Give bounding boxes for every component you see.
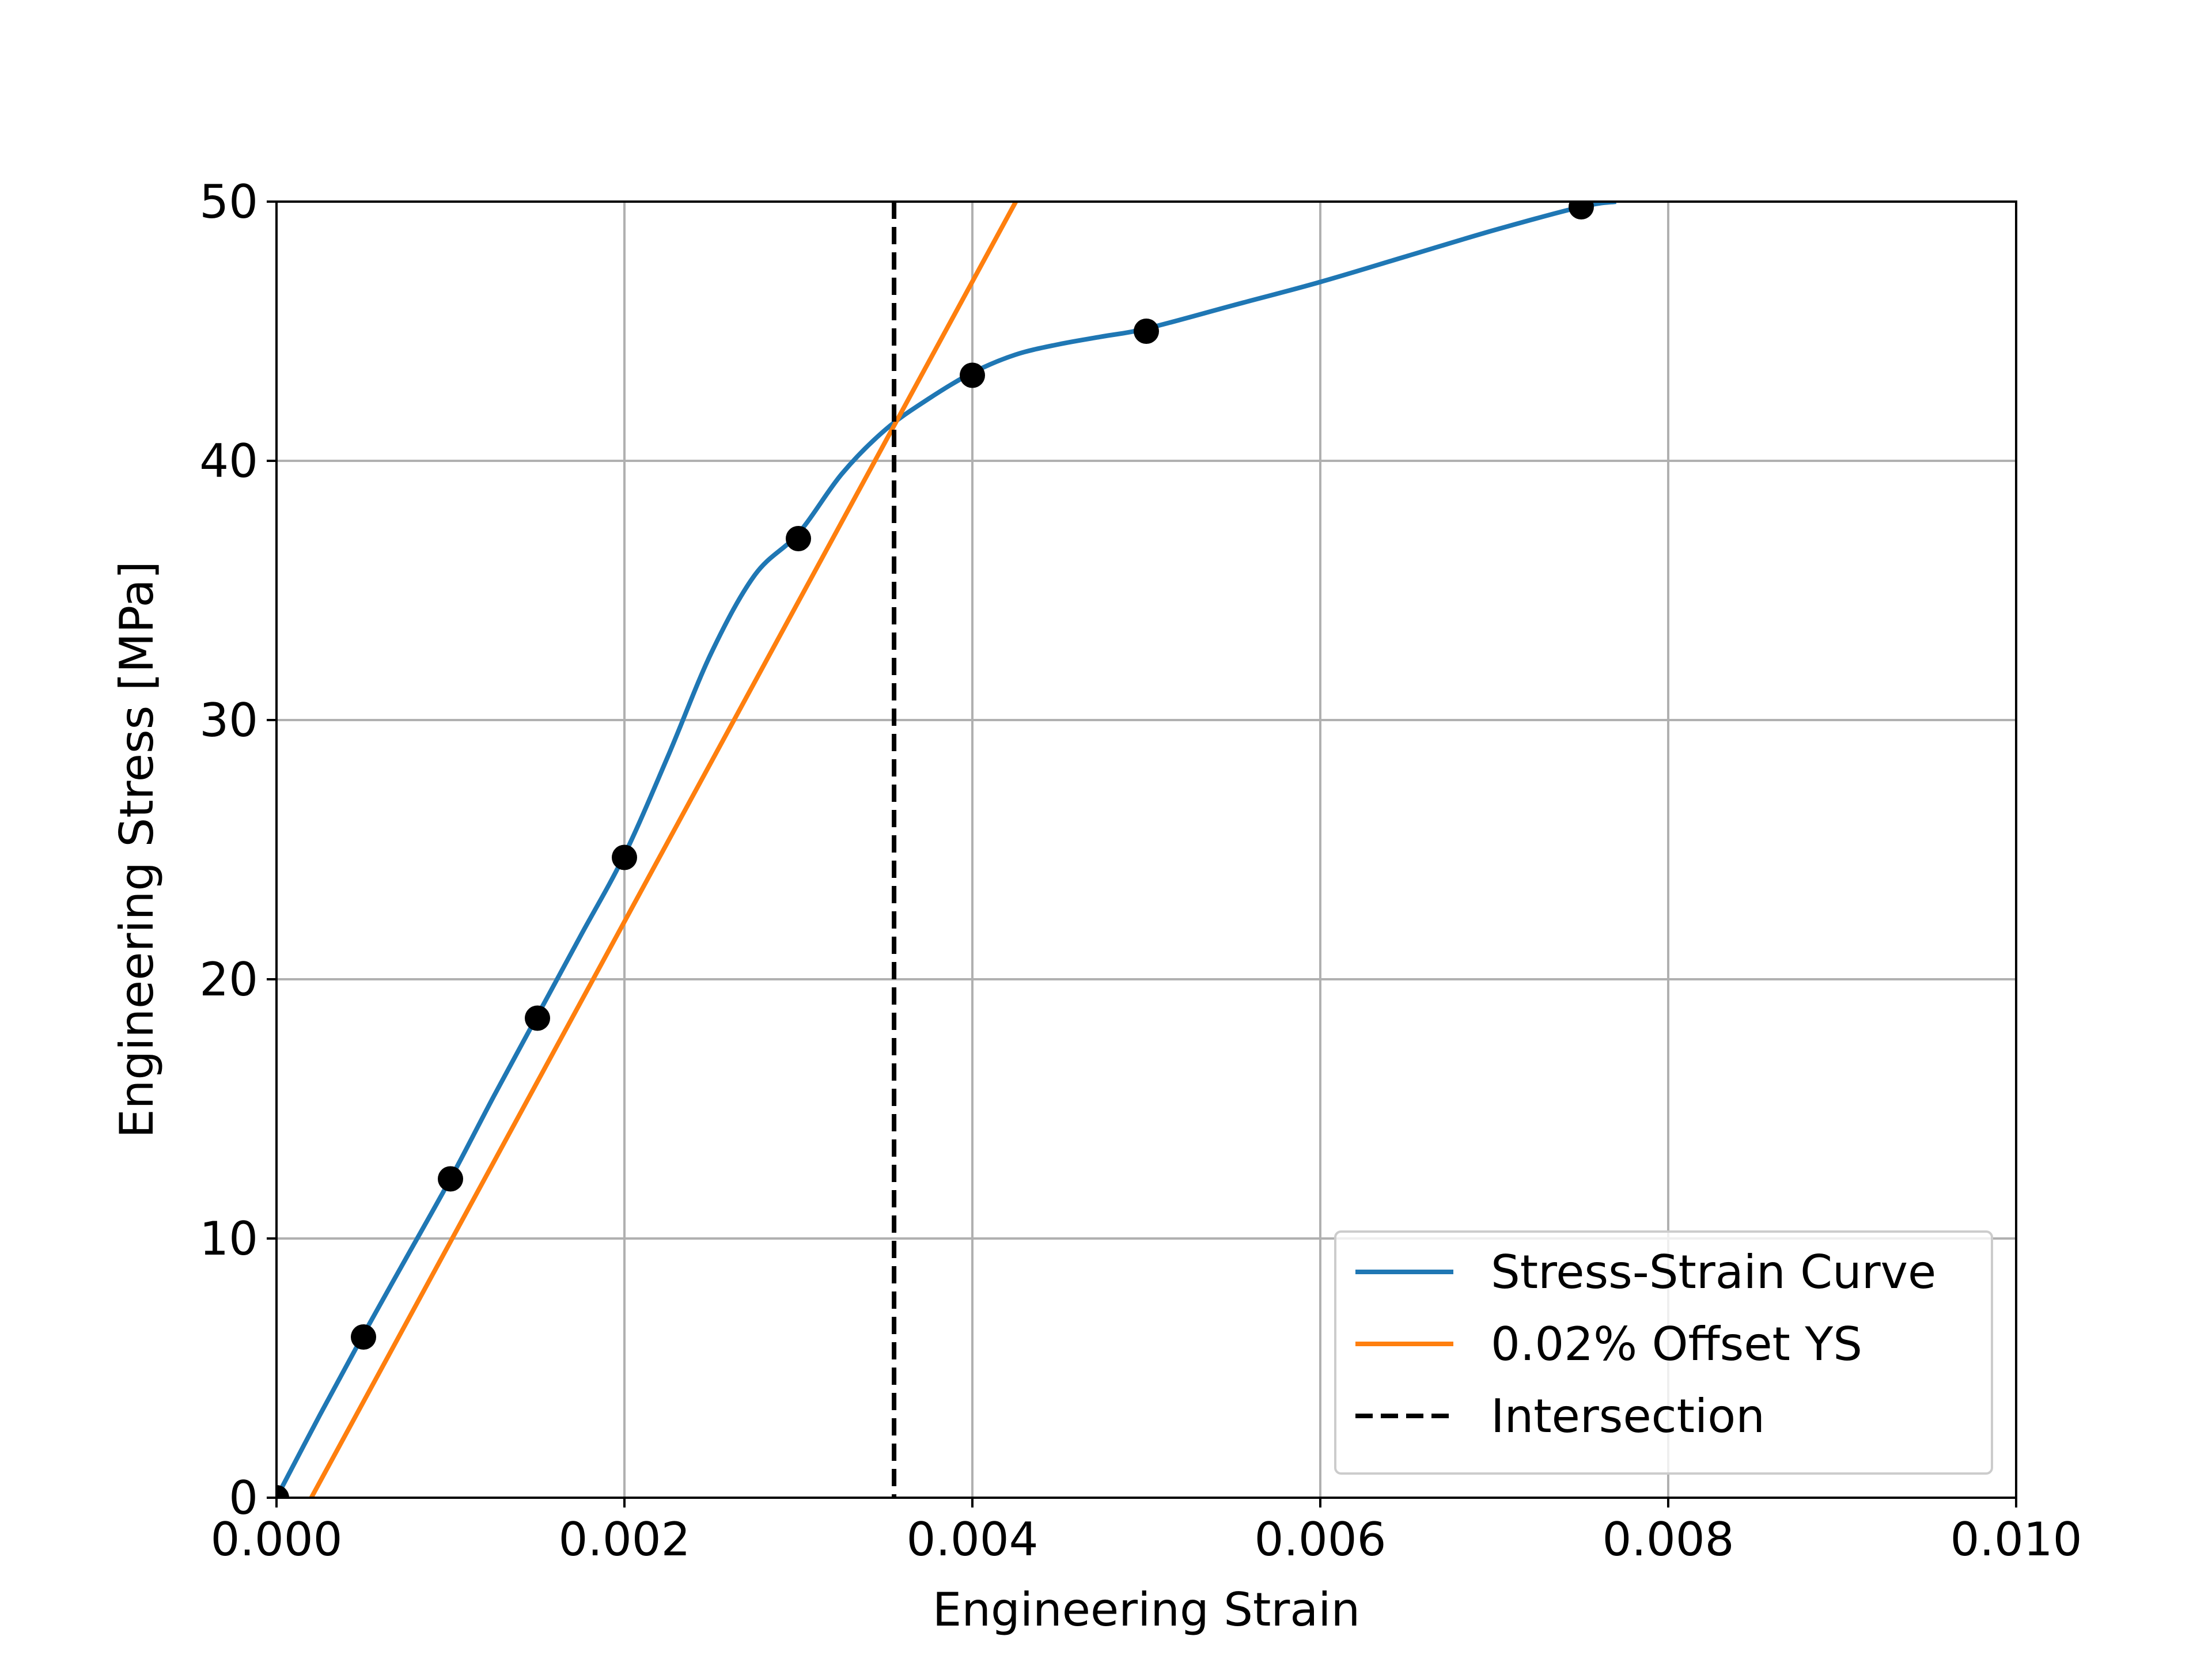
data-point xyxy=(960,362,985,388)
axis-ticks: 0.000 0.002 0.004 0.006 0.008 0.010 0 10 20 30 40 5… xyxy=(199,175,2082,1566)
data-point xyxy=(1134,319,1159,344)
x-tick-label: 0.006 xyxy=(1254,1513,1386,1566)
data-point xyxy=(351,1324,376,1350)
legend-label: Intersection xyxy=(1491,1389,1765,1443)
legend-label: Stress-Strain Curve xyxy=(1491,1245,1936,1299)
data-point xyxy=(438,1166,463,1192)
y-tick-label: 40 xyxy=(199,434,258,488)
x-tick-label: 0.004 xyxy=(906,1513,1038,1566)
x-tick-label: 0.000 xyxy=(210,1513,342,1566)
x-tick-label: 0.008 xyxy=(1602,1513,1734,1566)
y-axis-label: Engineering Stress [MPa] xyxy=(110,561,164,1138)
series-layer xyxy=(276,202,1616,1498)
legend-label: 0.02% Offset YS xyxy=(1491,1317,1862,1371)
y-tick-label: 50 xyxy=(199,175,258,229)
data-point xyxy=(276,1485,289,1498)
x-axis-label: Engineering Strain xyxy=(933,1583,1360,1637)
data-point xyxy=(525,1005,550,1031)
x-tick-label: 0.002 xyxy=(558,1513,690,1566)
y-tick-label: 20 xyxy=(199,953,258,1006)
data-point xyxy=(612,844,637,870)
data-point xyxy=(786,526,811,551)
y-tick-label: 30 xyxy=(199,694,258,747)
legend: Stress-Strain Curve 0.02% Offset YS Inters… xyxy=(1334,1230,1993,1475)
data-point xyxy=(1569,202,1594,219)
plot-frame xyxy=(275,200,2017,1499)
series-line-1 xyxy=(309,202,1018,1498)
y-tick-label: 10 xyxy=(199,1212,258,1266)
x-tick-label: 0.010 xyxy=(1950,1513,2082,1566)
y-tick-label: 0 xyxy=(229,1471,258,1525)
legend-box xyxy=(1334,1230,1993,1475)
